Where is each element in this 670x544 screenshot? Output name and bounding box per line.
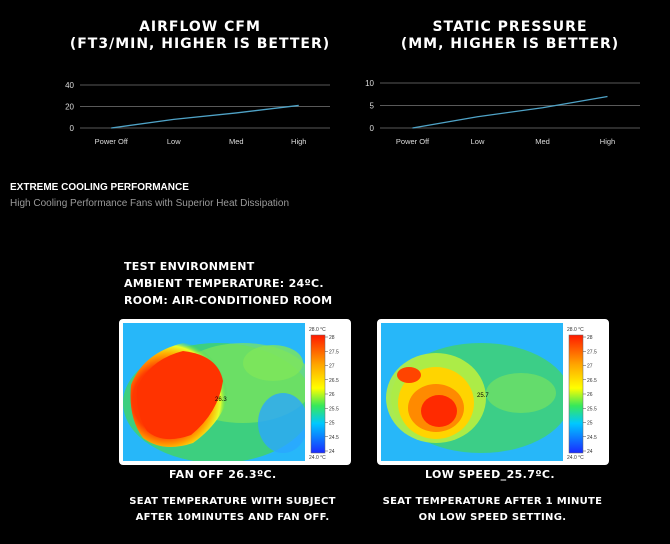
- scale-tick-label: 27.5: [329, 349, 339, 355]
- y-tick-label: 20: [65, 103, 74, 112]
- x-tick-label: Med: [535, 137, 550, 146]
- test-env-line2: AMBIENT TEMPERATURE: 24ºC.: [124, 277, 324, 290]
- scale-tick-label: 26: [587, 392, 593, 398]
- description-low-speed: SEAT TEMPERATURE AFTER 1 MINUTE ON LOW S…: [382, 496, 603, 523]
- thermal-image-fan-off: 26.3 28.0 °C 24.0 °C 28 27.5 27 26.5 26 25.5 2…: [119, 319, 351, 465]
- scale-ticks-low-speed: 28 27.5 27 26.5 26 25.5 25 24.5 24: [583, 335, 597, 455]
- section-heading: EXTREME COOLING PERFORMANCE: [10, 182, 189, 193]
- scale-tick-label: 25.5: [329, 406, 339, 412]
- airflow-chart-title: AIRFLOW CFM (FT3/MIN, HIGHER IS BETTER): [60, 19, 340, 53]
- pressure-title-line2: (MM, HIGHER IS BETTER): [400, 36, 620, 52]
- scale-max-fan-off: 28.0 °C: [309, 327, 326, 333]
- scale-tick-label: 25: [587, 421, 593, 427]
- scale-tick-label: 24: [587, 449, 593, 455]
- pressure-title-line1: STATIC PRESSURE: [432, 19, 588, 35]
- scale-tick-label: 27.5: [587, 349, 597, 355]
- x-tick-label: High: [600, 137, 615, 146]
- scale-tick-label: 24.5: [329, 435, 339, 441]
- thermal-heatmap-fan-off: 26.3 28.0 °C 24.0 °C 2827.52726.52625.52…: [123, 323, 347, 461]
- scale-tick-label: 27: [587, 364, 593, 370]
- x-tick-label: High: [291, 137, 306, 146]
- scale-tick-label: 28: [587, 335, 593, 341]
- y-tick-label: 40: [65, 81, 74, 90]
- scale-min-low-speed: 24.0 °C: [567, 455, 584, 461]
- scale-tick-label: 26.5: [329, 378, 339, 384]
- caption-low-speed: LOW SPEED_25.7ºC.: [425, 468, 555, 481]
- scale-tick-label: 24: [329, 449, 335, 455]
- scale-min-fan-off: 24.0 °C: [309, 455, 326, 461]
- x-tick-label: Low: [167, 137, 181, 146]
- thermal-marker-low-speed: 25.7: [477, 393, 489, 399]
- scale-tick-label: 25.5: [587, 406, 597, 412]
- y-tick-label: 0: [370, 124, 375, 133]
- x-tick-label: Low: [471, 137, 485, 146]
- airflow-chart: 0 20 40 Power Off Low Med High: [65, 81, 330, 146]
- scale-tick-label: 26.5: [587, 378, 597, 384]
- x-tick-label: Med: [229, 137, 244, 146]
- y-tick-label: 10: [365, 79, 374, 88]
- x-tick-label: Power Off: [95, 137, 129, 146]
- scale-max-low-speed: 28.0 °C: [567, 327, 584, 333]
- scale-tick-label: 24.5: [587, 435, 597, 441]
- scale-tick-label: 26: [329, 392, 335, 398]
- description-fan-off: SEAT TEMPERATURE WITH SUBJECT AFTER 10MI…: [129, 496, 336, 523]
- airflow-title-line1: AIRFLOW CFM: [139, 19, 261, 35]
- y-tick-label: 0: [70, 124, 75, 133]
- y-tick-label: 5: [370, 102, 375, 111]
- series-line: [412, 95, 608, 129]
- test-env-line3: ROOM: AIR-CONDITIONED ROOM: [124, 294, 333, 307]
- static-pressure-chart: 0 5 10 Power Off Low Med High: [365, 79, 640, 146]
- pressure-chart-title: STATIC PRESSURE (MM, HIGHER IS BETTER): [370, 19, 650, 53]
- thermal-heatmap-low-speed: 25.7 28.0 °C 24.0 °C 2827.52726.52625.52…: [381, 323, 605, 461]
- scale-ticks-fan-off: 28 27.5 27 26.5 26 25.5 25 24.5 24: [325, 335, 339, 455]
- series-line: [111, 104, 299, 129]
- test-env-line1: TEST ENVIRONMENT: [124, 260, 255, 273]
- scale-tick-label: 25: [329, 421, 335, 427]
- airflow-title-line2: (FT3/MIN, HIGHER IS BETTER): [69, 36, 331, 52]
- thermal-image-low-speed: 25.7 28.0 °C 24.0 °C 28 27.5 27 26.5 26 25.5 2…: [377, 319, 609, 465]
- x-tick-label: Power Off: [396, 137, 430, 146]
- test-environment: TEST ENVIRONMENT AMBIENT TEMPERATURE: 24…: [124, 258, 332, 309]
- scale-tick-label: 28: [329, 335, 335, 341]
- caption-fan-off: FAN OFF 26.3ºC.: [169, 468, 277, 481]
- section-subheading: High Cooling Performance Fans with Super…: [10, 198, 290, 209]
- scale-tick-label: 27: [329, 364, 335, 370]
- thermal-marker-fan-off: 26.3: [215, 397, 227, 403]
